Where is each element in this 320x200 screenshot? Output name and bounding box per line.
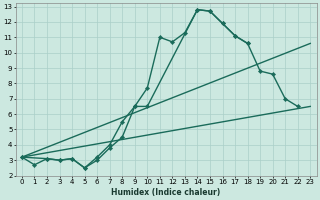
X-axis label: Humidex (Indice chaleur): Humidex (Indice chaleur) — [111, 188, 221, 197]
